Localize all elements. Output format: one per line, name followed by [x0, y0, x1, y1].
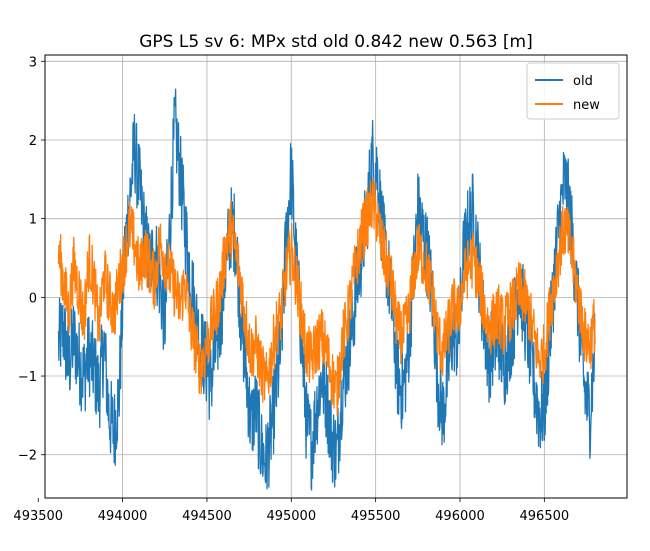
x-tick-label: 494000 — [98, 509, 148, 524]
x-tick-label: 495500 — [351, 509, 401, 524]
grid — [45, 55, 627, 498]
plot-frame — [44, 54, 628, 499]
y-axis: −2 −1 0 1 2 3 — [18, 55, 45, 464]
y-tick-label: −2 — [18, 449, 37, 464]
y-tick-label: 0 — [29, 291, 37, 306]
x-tick-label: 494500 — [182, 509, 232, 524]
legend-label-old: old — [573, 74, 593, 89]
y-tick-label: 1 — [29, 213, 37, 228]
x-tick-label: 495000 — [266, 509, 316, 524]
legend: old new — [526, 62, 620, 120]
y-tick-label: 3 — [29, 55, 37, 70]
series-line-new — [57, 178, 596, 417]
y-tick-label: −1 — [18, 370, 37, 385]
chart-title: GPS L5 sv 6: MPx std old 0.842 new 0.563… — [139, 32, 533, 52]
x-axis: 493500 494000 494500 495000 495500 496000 4965… — [13, 498, 569, 524]
x-tick-label: 493500 — [13, 509, 63, 524]
series-layer — [57, 88, 596, 491]
y-tick-label: 2 — [29, 134, 37, 149]
series-line-old — [57, 88, 596, 491]
legend-label-new: new — [573, 98, 600, 113]
x-tick-label: 496000 — [435, 509, 485, 524]
x-tick-label: 496500 — [520, 509, 570, 524]
